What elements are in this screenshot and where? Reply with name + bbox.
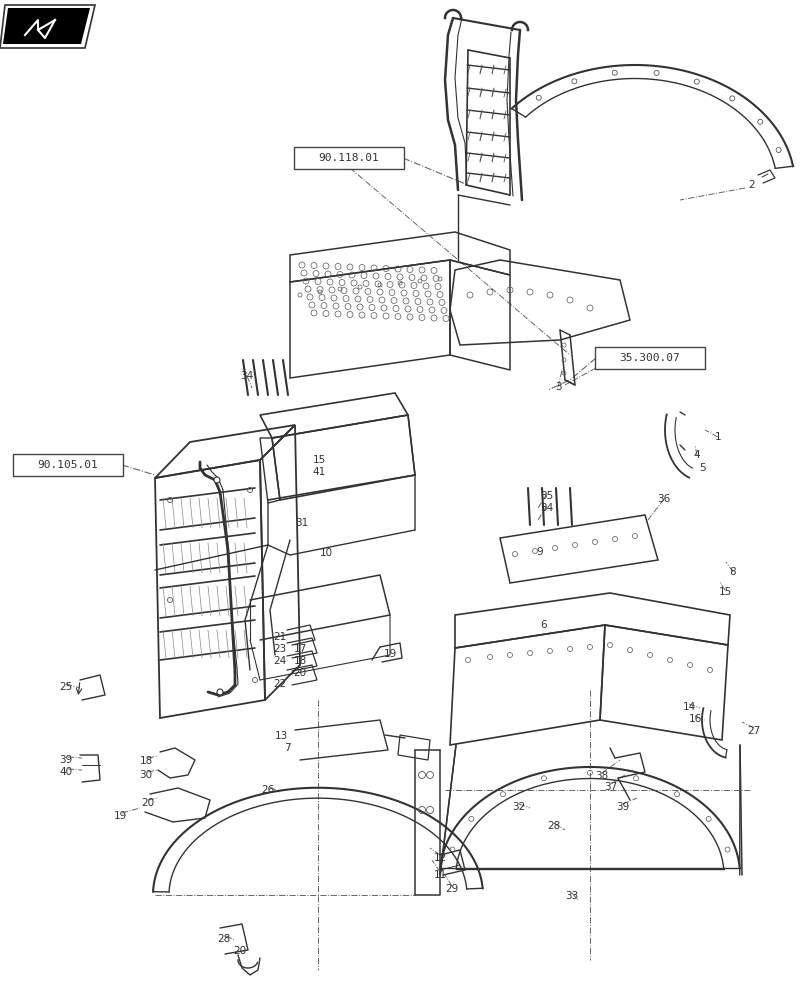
Text: 12: 12 (433, 853, 446, 863)
Text: 27: 27 (746, 726, 760, 736)
Text: 2: 2 (748, 180, 754, 190)
Text: 32: 32 (512, 802, 525, 812)
Polygon shape (0, 5, 95, 48)
Text: 1: 1 (714, 432, 720, 442)
Text: 35: 35 (539, 491, 553, 501)
Text: 21: 21 (273, 632, 286, 642)
Circle shape (217, 689, 223, 695)
Text: 30: 30 (139, 770, 152, 780)
Text: 14: 14 (681, 702, 695, 712)
Text: 23: 23 (273, 644, 286, 654)
Text: 17: 17 (293, 644, 307, 654)
Text: 8: 8 (729, 567, 736, 577)
Text: 35.300.07: 35.300.07 (619, 353, 680, 363)
Text: 25: 25 (59, 682, 72, 692)
Text: 18: 18 (139, 756, 152, 766)
Text: 34: 34 (240, 371, 253, 381)
Text: 24: 24 (273, 656, 286, 666)
Text: 33: 33 (564, 891, 578, 901)
Circle shape (214, 477, 220, 483)
FancyBboxPatch shape (294, 147, 404, 169)
Text: 90.118.01: 90.118.01 (318, 153, 379, 163)
Polygon shape (3, 8, 90, 44)
Text: 15: 15 (718, 587, 731, 597)
Text: 15: 15 (312, 455, 325, 465)
Text: 3: 3 (554, 382, 560, 392)
Text: 7: 7 (283, 743, 290, 753)
Text: 34: 34 (539, 503, 553, 513)
Text: 29: 29 (444, 884, 458, 894)
Text: 11: 11 (433, 870, 446, 880)
Text: 20: 20 (233, 946, 247, 956)
Text: 40: 40 (59, 767, 72, 777)
Text: 90.105.01: 90.105.01 (37, 460, 98, 470)
Text: 19: 19 (383, 649, 396, 659)
FancyBboxPatch shape (13, 454, 122, 476)
Text: 28: 28 (217, 934, 230, 944)
Text: 39: 39 (59, 755, 72, 765)
Text: 6: 6 (540, 620, 547, 630)
Text: 39: 39 (616, 802, 629, 812)
Text: 26: 26 (261, 785, 274, 795)
Text: 36: 36 (657, 494, 670, 504)
Text: 20: 20 (141, 798, 154, 808)
Text: 31: 31 (295, 518, 308, 528)
Text: 9: 9 (536, 547, 543, 557)
Text: 5: 5 (699, 463, 706, 473)
Text: 20: 20 (293, 668, 307, 678)
Text: 38: 38 (594, 771, 608, 781)
Text: 13: 13 (274, 731, 287, 741)
Text: 10: 10 (319, 548, 333, 558)
Text: 4: 4 (693, 450, 699, 460)
FancyBboxPatch shape (594, 347, 704, 369)
Text: 41: 41 (312, 467, 325, 477)
Text: 37: 37 (603, 782, 617, 792)
Text: 28: 28 (547, 821, 560, 831)
Text: 18: 18 (293, 656, 307, 666)
Text: 16: 16 (688, 714, 701, 724)
Text: 22: 22 (273, 679, 286, 689)
Text: 19: 19 (114, 811, 127, 821)
